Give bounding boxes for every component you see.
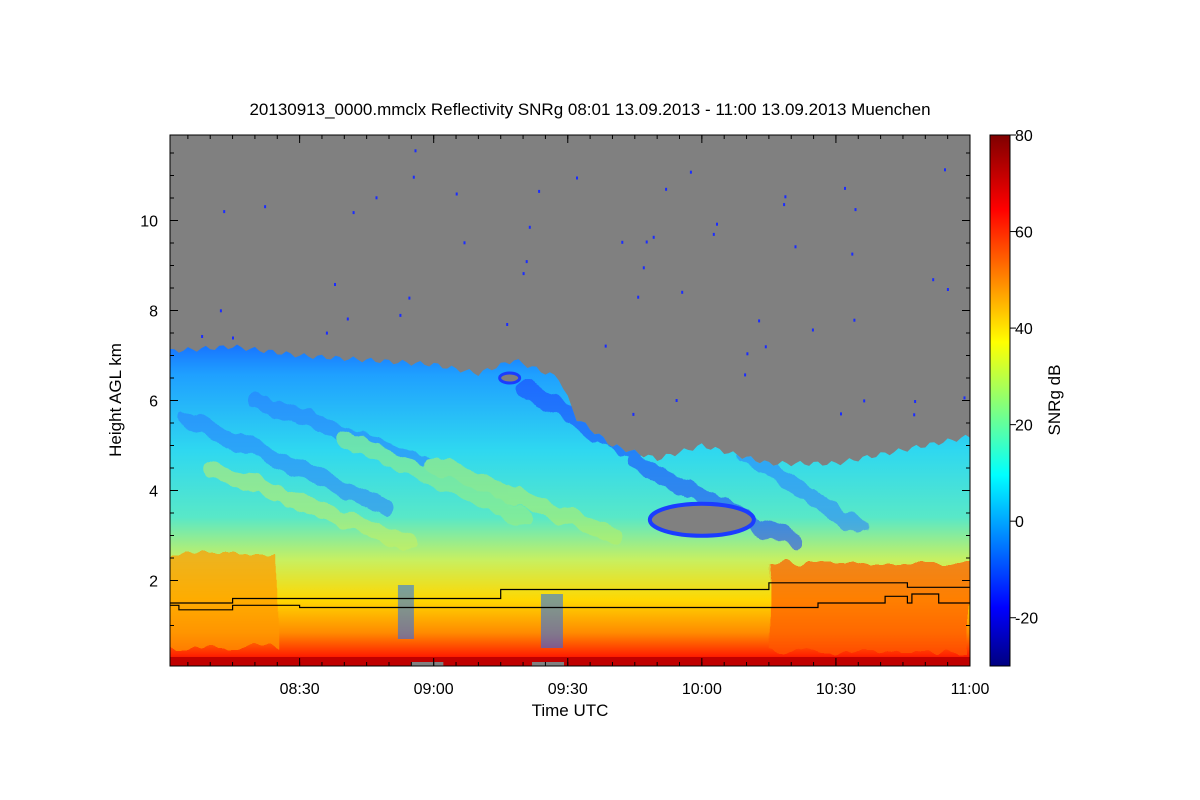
noise-pixel	[744, 373, 747, 377]
noise-pixel	[932, 278, 935, 282]
y-tick-label: 6	[149, 394, 158, 411]
noise-pixel	[665, 187, 668, 191]
noise-pixel	[455, 192, 458, 196]
noise-pixel	[675, 399, 678, 402]
noise-pixel	[913, 413, 916, 417]
noise-pixel	[764, 345, 767, 349]
noise-pixel	[399, 313, 402, 317]
noise-pixel	[264, 205, 267, 209]
noise-pixel	[525, 260, 528, 264]
noise-pixel	[746, 352, 749, 356]
noise-pixel	[784, 195, 787, 199]
noise-pixel	[604, 344, 607, 348]
y-axis: 2 4 6 8 10	[140, 152, 970, 626]
noise-pixel	[201, 335, 204, 338]
x-tick-label: 08:30	[280, 681, 320, 698]
noise-pixel	[637, 295, 640, 299]
colorbar-ticks: -20 0 20 40 60 80	[1010, 128, 1038, 628]
noise-pixel	[528, 225, 531, 229]
noise-pixel	[689, 170, 692, 174]
noise-pixel	[522, 272, 525, 276]
x-tick-label: 10:30	[816, 681, 856, 698]
colorbar-label: SNRg dB	[1045, 365, 1064, 436]
x-axis-label: Time UTC	[532, 701, 609, 720]
noise-pixel	[334, 283, 336, 286]
noise-pixel	[863, 399, 866, 403]
noise-pixel	[642, 266, 645, 270]
x-tick-label: 10:00	[682, 681, 722, 698]
chart-title: 20130913_0000.mmclx Reflectivity SNRg 08…	[249, 100, 930, 119]
noise-pixel	[414, 149, 417, 153]
noise-pixel	[844, 186, 846, 190]
y-tick-label: 10	[140, 214, 158, 231]
noise-pixels	[201, 149, 966, 417]
noise-pixel	[914, 400, 917, 403]
x-tick-label: 09:00	[414, 681, 454, 698]
noise-pixel	[352, 211, 355, 215]
noise-pixel	[232, 336, 234, 340]
noise-pixel	[758, 319, 761, 323]
x-tick-label: 11:00	[951, 681, 990, 698]
x-axis: 08:30 09:00 09:30 10:00 10:30 11:00	[187, 135, 990, 698]
noise-pixel	[576, 176, 578, 180]
noise-pixel	[223, 210, 226, 214]
noise-pixel	[854, 208, 857, 212]
noise-pixel	[632, 412, 635, 416]
noise-pixel	[412, 175, 415, 179]
noise-pixel	[851, 252, 854, 256]
noise-pixel	[794, 245, 797, 249]
colorbar: -20 0 20 40 60 80 SNRg dB	[989, 128, 1064, 667]
noise-pixel	[963, 396, 966, 400]
y-tick-label: 2	[149, 574, 158, 591]
noise-pixel	[346, 317, 349, 321]
noise-pixel	[712, 232, 715, 236]
echo-streaks	[179, 379, 867, 553]
noise-pixel	[840, 412, 842, 416]
noise-pixel	[716, 222, 718, 226]
noise-pixel	[944, 168, 946, 172]
colorbar-tick-label: 60	[1015, 225, 1033, 242]
colorbar-gradient	[989, 134, 1011, 667]
noise-pixel	[645, 240, 648, 244]
noise-pixel	[408, 296, 411, 300]
y-axis-label: Height AGL km	[106, 343, 125, 457]
noise-pixel	[853, 318, 856, 322]
x-tick-label: 09:30	[548, 681, 588, 698]
noise-pixel	[506, 323, 509, 326]
noise-pixel	[811, 328, 814, 332]
noise-pixel	[375, 196, 378, 200]
noise-pixel	[946, 288, 949, 291]
colorbar-tick-label: 40	[1015, 321, 1033, 338]
noise-pixel	[463, 241, 466, 245]
boundary-lines	[170, 582, 970, 611]
noise-pixel	[538, 189, 541, 193]
noise-pixel	[621, 240, 624, 244]
noise-pixel	[783, 203, 786, 207]
y-tick-label: 4	[149, 484, 158, 501]
noise-pixel	[681, 290, 684, 294]
boundary-line-2	[170, 593, 970, 611]
colorbar-tick-label: 0	[1015, 514, 1024, 531]
ground-clutter-band	[170, 657, 970, 666]
y-tick-label: 8	[149, 304, 158, 321]
colorbar-tick-label: 80	[1015, 128, 1033, 145]
noise-pixel	[652, 235, 655, 239]
echo-gaps	[498, 371, 756, 538]
noise-pixel	[325, 331, 328, 335]
boundary-line-1	[170, 582, 970, 604]
noise-pixel	[219, 309, 222, 313]
plot-area	[170, 135, 970, 666]
colorbar-tick-label: -20	[1015, 611, 1038, 628]
colorbar-tick-label: 20	[1015, 418, 1033, 435]
